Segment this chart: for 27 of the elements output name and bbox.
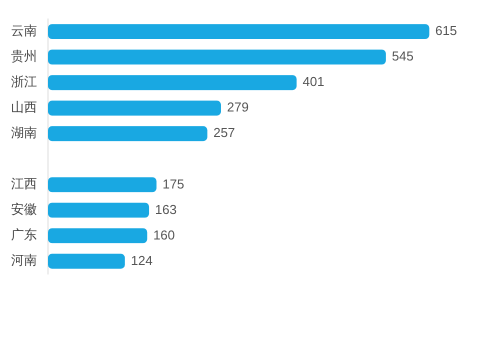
data-label: 124 <box>130 252 153 268</box>
bar <box>48 254 125 269</box>
bar <box>48 24 430 40</box>
data-label: 175 <box>162 176 184 192</box>
bar <box>48 177 156 192</box>
data-label: 163 <box>155 202 177 217</box>
data-label: 615 <box>435 23 458 38</box>
data-label: 279 <box>226 100 249 115</box>
bar <box>48 202 150 218</box>
y-tick-label: 浙江 <box>11 74 37 90</box>
data-label: 401 <box>302 74 324 90</box>
y-tick-label: 湖南 <box>11 126 37 142</box>
bar <box>48 50 386 65</box>
data-label: 257 <box>213 125 236 140</box>
data-label: 545 <box>392 48 414 64</box>
y-tick-label: 山西 <box>11 100 37 116</box>
y-tick-label: 广东 <box>11 228 37 244</box>
y-tick-label: 河南 <box>11 254 37 269</box>
y-tick-label: 云南 <box>11 24 37 39</box>
bar <box>48 126 208 142</box>
bar <box>48 100 221 116</box>
bar <box>48 75 297 90</box>
y-tick-label: 江西 <box>11 177 37 192</box>
bar <box>48 228 148 244</box>
data-label: 160 <box>153 227 175 242</box>
y-tick-label: 安徽 <box>11 202 37 218</box>
y-tick-label: 贵州 <box>11 49 37 64</box>
